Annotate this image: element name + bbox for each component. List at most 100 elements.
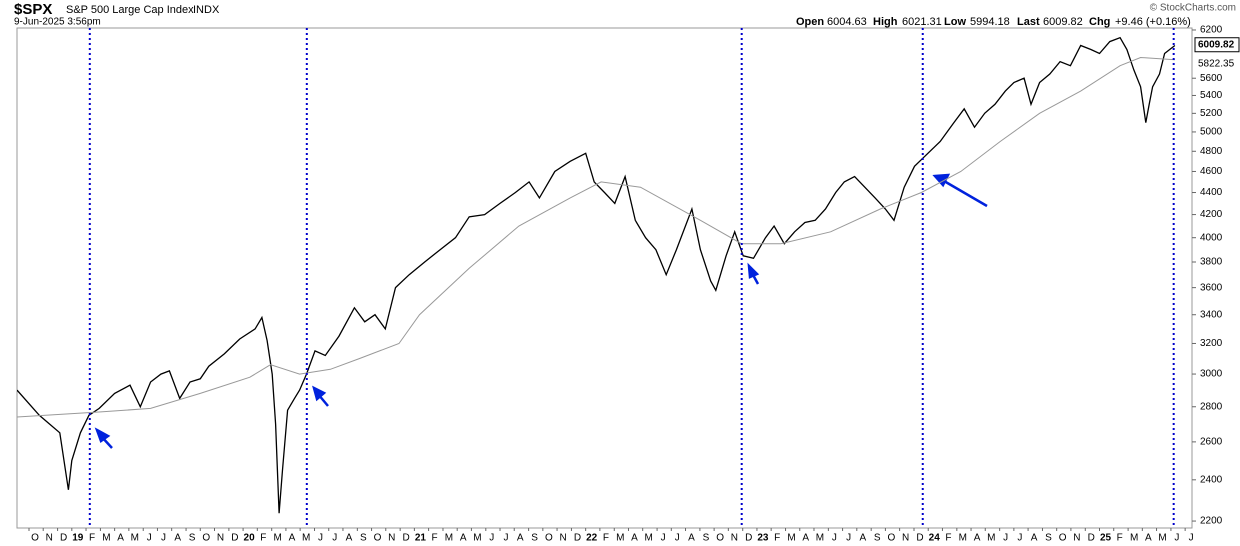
x-tick-label: M: [302, 533, 310, 544]
quote-value: 5994.18: [970, 16, 1010, 28]
x-tick-label: M: [102, 533, 110, 544]
y-tick-label: 6200: [1200, 25, 1223, 36]
x-tick-label: D: [231, 533, 238, 544]
quote-value: +9.46 (+0.16%): [1115, 16, 1191, 28]
x-tick-label: M: [787, 533, 795, 544]
x-tick-label: M: [816, 533, 824, 544]
x-tick-label: M: [274, 533, 282, 544]
x-tick-label: D: [60, 533, 67, 544]
y-tick-label: 5000: [1200, 127, 1223, 138]
x-tick-label: N: [46, 533, 53, 544]
x-tick-label: A: [174, 533, 181, 544]
x-tick-label: A: [460, 533, 467, 544]
date: 9-Jun-2025 3:56pm: [14, 17, 101, 28]
x-tick-label: O: [374, 533, 382, 544]
x-tick-label: A: [688, 533, 695, 544]
quote-label: Low: [944, 16, 966, 28]
x-tick-label: N: [731, 533, 738, 544]
arrowhead: [94, 427, 111, 443]
x-tick-label: N: [388, 533, 395, 544]
y-tick-label: 5600: [1200, 73, 1223, 84]
quote: Open 6004.63 High 6021.31 Low 5994.18 La…: [796, 16, 1191, 28]
x-tick-label: J: [1189, 533, 1194, 544]
x-tick-label: 22: [586, 533, 598, 544]
x-tick-label: O: [888, 533, 896, 544]
quote-value: 6009.82: [1043, 16, 1083, 28]
y-tick-label: 3200: [1200, 338, 1223, 349]
x-tick-label: M: [445, 533, 453, 544]
x-tick-label: F: [945, 533, 951, 544]
x-tick-label: O: [716, 533, 724, 544]
x-tick-label: M: [645, 533, 653, 544]
x-tick-label: J: [1003, 533, 1008, 544]
y-tick-label: 3400: [1200, 309, 1223, 320]
x-tick-label: O: [1059, 533, 1067, 544]
x-tick-label: M: [616, 533, 624, 544]
y-tick-label: 2800: [1200, 401, 1223, 412]
x-tick-label: A: [1145, 533, 1152, 544]
x-tick-label: J: [161, 533, 166, 544]
x-tick-label: S: [531, 533, 538, 544]
price-line: [17, 36, 1176, 514]
arrow: [943, 179, 988, 208]
x-tick-label: 24: [929, 533, 941, 544]
quote-label: High: [873, 16, 898, 28]
x-tick-label: O: [202, 533, 210, 544]
x-tick-label: A: [289, 533, 296, 544]
x-tick-label: F: [774, 533, 780, 544]
x-tick-label: J: [1017, 533, 1022, 544]
x-tick-label: A: [974, 533, 981, 544]
x-tick-label: F: [260, 533, 266, 544]
x-tick-label: J: [1174, 533, 1179, 544]
x-tick-label: M: [131, 533, 139, 544]
x-tick-label: D: [574, 533, 581, 544]
y-tick-label: 5400: [1200, 90, 1223, 101]
plot-frame: [16, 27, 1193, 529]
arrowhead: [747, 262, 760, 279]
x-tick-label: J: [489, 533, 494, 544]
x-tick-label: S: [360, 533, 367, 544]
quote-value: 6021.31: [902, 16, 942, 28]
x-tick-label: F: [603, 533, 609, 544]
x-tick-label: D: [403, 533, 410, 544]
x-tick-label: N: [559, 533, 566, 544]
x-tick-label: J: [332, 533, 337, 544]
x-tick-label: J: [661, 533, 666, 544]
x-tick-label: J: [846, 533, 851, 544]
y-tick-label: 2600: [1200, 437, 1223, 448]
x-tick-label: M: [1158, 533, 1166, 544]
x-tick-label: J: [318, 533, 323, 544]
watermark: © StockCharts.com: [1150, 3, 1236, 14]
x-tick-label: F: [1117, 533, 1123, 544]
ma-label: 5822.35: [1198, 58, 1235, 69]
x-tick-label: S: [703, 533, 710, 544]
quote-value: 6004.63: [827, 16, 867, 28]
x-tick-label: M: [1130, 533, 1138, 544]
x-tick-label: A: [631, 533, 638, 544]
x-tick-label: A: [859, 533, 866, 544]
x-tick-label: 20: [244, 533, 256, 544]
chart-title: $SPX: [14, 1, 52, 18]
x-tick-label: J: [675, 533, 680, 544]
x-tick-label: M: [473, 533, 481, 544]
x-tick-label: J: [147, 533, 152, 544]
quote-label: Last: [1017, 16, 1040, 28]
quote-label: Open: [796, 16, 824, 28]
exchange: INDX: [193, 4, 220, 16]
x-tick-label: S: [189, 533, 196, 544]
x-tick-label: 19: [72, 533, 84, 544]
chart-subtitle: S&P 500 Large Cap Index: [66, 4, 194, 16]
x-tick-label: J: [832, 533, 837, 544]
y-tick-label: 3000: [1200, 369, 1223, 380]
y-tick-label: 4600: [1200, 166, 1223, 177]
x-tick-label: A: [117, 533, 124, 544]
y-tick-label: 4800: [1200, 146, 1223, 157]
x-tick-label: 21: [415, 533, 427, 544]
x-tick-label: N: [217, 533, 224, 544]
last-label: 6009.82: [1198, 39, 1235, 50]
y-tick-label: 4400: [1200, 187, 1223, 198]
x-tick-label: S: [874, 533, 881, 544]
x-tick-label: O: [545, 533, 553, 544]
x-tick-label: D: [745, 533, 752, 544]
